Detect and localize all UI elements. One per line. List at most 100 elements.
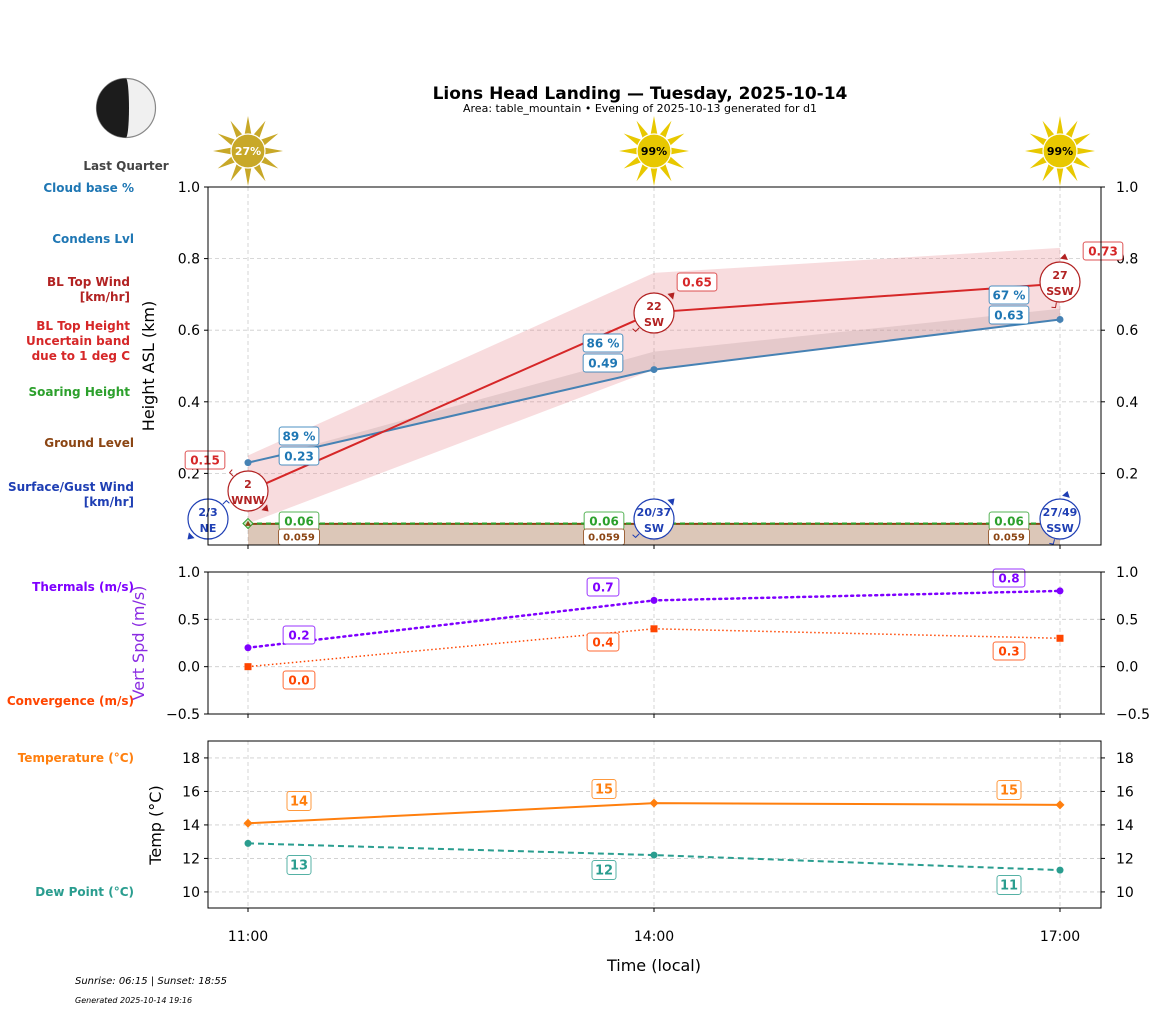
data-label-text: 11 (1000, 879, 1018, 894)
wind-direction-arrow-icon (1062, 490, 1070, 498)
page-subtitle: Area: table_mountain • Evening of 2025-1… (463, 102, 817, 115)
cloud-base-pct-label: 67 % (988, 285, 1030, 305)
data-label-text: 14 (290, 795, 308, 810)
legend-bl-top-height-line3: due to 1 deg C (32, 349, 131, 363)
thermals-label: 0.2 (282, 625, 316, 645)
surface-wind-14: 20/37 SW (632, 498, 675, 540)
sun-times: Sunrise: 06:15 | Sunset: 18:55 (75, 976, 227, 987)
legend-bl-top-wind-line1: BL Top Wind (47, 275, 130, 289)
wind-tail-icon (228, 469, 234, 477)
data-label-text: 86 % (587, 336, 620, 350)
data-label-text: 12 (595, 864, 613, 879)
data-label-text: 15 (1000, 784, 1018, 799)
y-tick-label-left: 12 (182, 851, 200, 867)
wind-speed-text: 27/49 (1043, 506, 1078, 519)
sun-rays (619, 116, 689, 186)
data-label-text: 0.15 (190, 453, 220, 467)
data-label-text: 0.0 (288, 673, 309, 687)
sun-percentage-label: 27% (235, 145, 261, 158)
data-label-box (184, 450, 226, 470)
data-label-box (582, 333, 624, 353)
condens-level-label: 0.63 (988, 305, 1030, 325)
wind-speed-text: 22 (646, 300, 661, 313)
bl-top-wind-17: 27 SSW (1039, 253, 1081, 309)
data-label-text: 0.63 (994, 308, 1024, 322)
data-label-text: 13 (290, 859, 308, 874)
y-tick-label-right: 16 (1116, 784, 1134, 800)
data-label-box (582, 353, 624, 373)
data-label-box (992, 568, 1026, 588)
dew-point-label: 11 (996, 875, 1022, 895)
vertical-speed-panel: −0.5 −0.5 0.0 0.0 0.5 0.5 1.0 1.0 0.2 0.7 0.8 0.0 0.… (166, 565, 1150, 723)
cloud-base-pct-label: 86 % (582, 333, 624, 353)
y-tick-label-left: 0.6 (178, 323, 200, 339)
y-tick-label-left: 0.4 (178, 395, 200, 411)
y-tick-label-left: −0.5 (166, 707, 200, 723)
data-label-text: 0.06 (589, 514, 619, 528)
data-label-text: 0.3 (998, 644, 1019, 658)
dew-point-point (650, 851, 658, 859)
y-tick-label-right: 18 (1116, 751, 1134, 767)
data-label-box (286, 855, 312, 875)
y-tick-label-left: 0.5 (178, 612, 200, 628)
height-panel: 0.2 0.20.4 0.40.6 0.60.8 0.81.0 1.089 %0.2386… (178, 180, 1138, 549)
legend-dew-point: Dew Point (°C) (35, 885, 134, 899)
wind-tail-icon (632, 327, 640, 333)
y-tick-label-left: 1.0 (178, 565, 200, 581)
legend-thermals: Thermals (m/s) (32, 580, 134, 594)
data-label-text: 0.73 (1088, 244, 1118, 258)
wind-direction-text: SW (644, 316, 664, 329)
data-label-box (676, 272, 718, 292)
y-tick-label-right: 12 (1116, 851, 1134, 867)
data-label-text: 0.49 (588, 356, 618, 370)
data-label-text: 0.2 (288, 628, 309, 642)
data-label-text: 0.059 (588, 533, 620, 544)
sun-disc (636, 133, 672, 169)
bl-top-wind-14: 22 SW (632, 292, 675, 334)
legend-soaring-height: Soaring Height (29, 385, 131, 399)
axes-frame (207, 186, 1102, 546)
data-label-box (988, 305, 1030, 325)
bl-top-height-label: 0.15 (184, 450, 226, 470)
thermals-point (244, 644, 252, 652)
legend-cloud-base: Cloud base % (43, 181, 134, 195)
dew-point-point (1056, 866, 1064, 874)
sun-disc (1042, 133, 1078, 169)
y-tick-label-right: 0.5 (1116, 612, 1138, 628)
x-tick-label: 14:00 (634, 929, 674, 945)
convergence-label: 0.4 (586, 632, 620, 652)
data-label-box (996, 780, 1022, 800)
wind-direction-arrow-icon (667, 498, 675, 506)
legend-temperature: Temperature (°C) (18, 751, 134, 765)
page-title: Lions Head Landing — Tuesday, 2025-10-14 (433, 84, 848, 104)
y-tick-label-left: 0.8 (178, 252, 200, 268)
y-tick-label-right: 1.0 (1116, 180, 1138, 196)
ground-level-label: 0.059 (278, 528, 320, 546)
data-label-text: 15 (595, 783, 613, 798)
cloud-base-pct-label: 89 % (278, 426, 320, 446)
data-label-text: 67 % (993, 288, 1026, 302)
wind-speed-text: 27 (1052, 269, 1067, 282)
data-label-box (988, 285, 1030, 305)
sun-icon: 99% (619, 116, 689, 186)
wind-direction-arrow-icon (187, 532, 195, 540)
y-tick-label-right: 14 (1116, 818, 1134, 834)
dew-point-line (247, 842, 1061, 872)
wind-speed-text: 2 (244, 478, 252, 491)
y-tick-label-right: 0.0 (1116, 660, 1138, 676)
y-tick-label-right: 0.6 (1116, 323, 1138, 339)
y-tick-label-left: 0.2 (178, 466, 200, 482)
legend-convergence: Convergence (m/s) (7, 694, 134, 708)
y-axis-label-vert-spd: Vert Spd (m/s) (129, 586, 148, 701)
axes-frame (207, 571, 1102, 715)
data-label-text: 0.7 (592, 580, 613, 594)
data-label-box (591, 860, 617, 880)
sun-icon: 99% (1025, 116, 1095, 186)
y-tick-label-left: 0.0 (178, 660, 200, 676)
legend-bl-top-wind-line2: [km/hr] (80, 290, 130, 304)
dew-point-label: 12 (591, 860, 617, 880)
legend-surface-wind-line1: Surface/Gust Wind (8, 480, 134, 494)
sun-icon: 27% (213, 116, 283, 186)
wind-tail-icon (632, 533, 640, 539)
